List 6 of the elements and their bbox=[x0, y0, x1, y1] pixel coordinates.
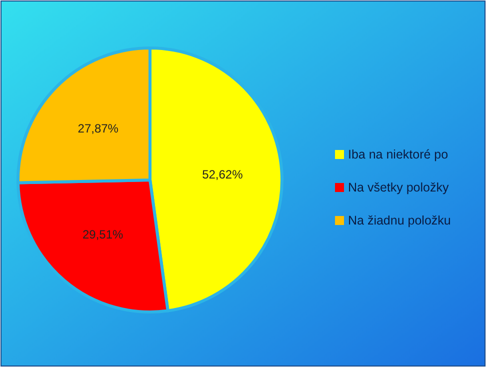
slice-label: Iba na niektoré po bbox=[348, 147, 448, 162]
data-label: 52,62% bbox=[202, 167, 244, 182]
data-label: 29,51% bbox=[82, 227, 124, 242]
legend-label: Na všetky položky bbox=[348, 180, 450, 194]
data-label: 27,87% bbox=[78, 121, 119, 136]
legend-label: Na žiadnu položku bbox=[348, 213, 451, 228]
